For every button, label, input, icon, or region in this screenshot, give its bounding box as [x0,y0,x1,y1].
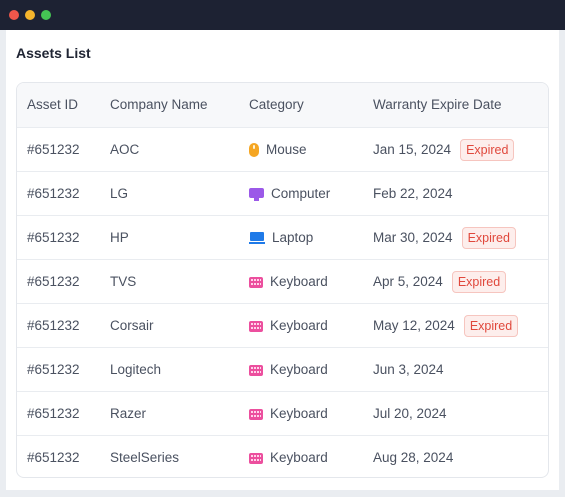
company-name-cell: LG [110,186,129,201]
assets-table: Asset ID Company Name Category Warranty … [16,82,549,478]
table-row[interactable]: #651232 HP Laptop Mar 30, 2024 Expired [17,215,548,259]
company-name-cell: Corsair [110,318,154,333]
table-header-row: Asset ID Company Name Category Warranty … [17,83,548,127]
header-company-name[interactable]: Company Name [110,97,208,112]
company-name-cell: HP [110,230,129,245]
table-row[interactable]: #651232 LG Computer Feb 22, 2024 [17,171,548,215]
mouse-icon [249,143,259,157]
asset-id-cell: #651232 [27,318,80,333]
category-cell: Keyboard [249,348,328,392]
warranty-date-label: Aug 28, 2024 [373,450,454,465]
warranty-date-label: Jan 15, 2024 [373,142,452,157]
warranty-date-cell: Aug 28, 2024 [373,436,454,477]
asset-id-cell: #651232 [27,186,80,201]
category-label: Keyboard [270,318,328,333]
warranty-date-cell: May 12, 2024 Expired [373,304,519,348]
category-label: Mouse [266,142,307,157]
company-name-cell: Logitech [110,362,162,377]
category-cell: Computer [249,172,330,216]
asset-id-cell: #651232 [27,450,80,465]
warranty-date-label: Jul 20, 2024 [373,406,447,421]
company-name-cell: AOC [110,142,140,157]
category-cell: Laptop [249,216,313,260]
category-label: Keyboard [270,362,328,377]
category-label: Computer [271,186,331,201]
minimize-window-button[interactable] [25,10,35,20]
expired-status-badge: Expired [463,315,519,337]
header-warranty-expire-date[interactable]: Warranty Expire Date [373,97,502,112]
company-name-cell: Razer [110,406,147,421]
header-category[interactable]: Category [249,97,304,112]
keyboard-icon [249,364,263,376]
company-name-cell: SteelSeries [110,450,180,465]
table-row[interactable]: #651232 Razer Keyboard Jul 20, 2024 [17,391,548,435]
category-label: Keyboard [270,274,328,289]
warranty-date-cell: Jul 20, 2024 [373,392,447,436]
category-label: Keyboard [270,450,328,465]
maximize-window-button[interactable] [41,10,51,20]
warranty-date-label: Apr 5, 2024 [373,274,443,289]
keyboard-icon [249,320,263,332]
table-row[interactable]: #651232 Logitech Keyboard Jun 3, 2024 [17,347,548,391]
warranty-date-label: May 12, 2024 [373,318,455,333]
warranty-date-label: Jun 3, 2024 [373,362,444,377]
keyboard-icon [249,408,263,420]
category-label: Laptop [272,230,314,245]
warranty-date-cell: Mar 30, 2024 Expired [373,216,516,260]
keyboard-icon [249,452,263,464]
content-area: Assets List Asset ID Company Name Catego… [0,30,565,497]
warranty-date-cell: Feb 22, 2024 [373,172,453,216]
asset-id-cell: #651232 [27,362,80,377]
category-cell: Mouse [249,128,307,172]
table-row[interactable]: #651232 TVS Keyboard Apr 5, 2024 Expired [17,259,548,303]
table-row[interactable]: #651232 AOC Mouse Jan 15, 2024 Expired [17,127,548,171]
company-name-cell: TVS [110,274,137,289]
table-row[interactable]: #651232 Corsair Keyboard May 12, 2024 Expire… [17,303,548,347]
warranty-date-label: Feb 22, 2024 [373,186,453,201]
warranty-date-cell: Apr 5, 2024 Expired [373,260,507,304]
expired-status-badge: Expired [461,227,516,249]
table-row[interactable]: #651232 SteelSeries Keyboard Aug 28, 2024 [17,435,548,477]
keyboard-icon [249,276,263,288]
asset-id-cell: #651232 [27,406,80,421]
category-label: Keyboard [270,406,328,421]
category-cell: Keyboard [249,392,328,436]
asset-id-cell: #651232 [27,142,80,157]
header-asset-id[interactable]: Asset ID [27,97,79,112]
asset-id-cell: #651232 [27,274,80,289]
asset-id-cell: #651232 [27,230,80,245]
category-cell: Keyboard [249,436,328,477]
warranty-date-label: Mar 30, 2024 [373,230,453,245]
title-bar [0,0,565,30]
expired-status-badge: Expired [460,139,515,161]
laptop-icon [249,232,265,244]
expired-status-badge: Expired [451,271,507,293]
warranty-date-cell: Jan 15, 2024 Expired [373,128,515,172]
close-window-button[interactable] [9,10,19,20]
category-cell: Keyboard [249,304,328,348]
warranty-date-cell: Jun 3, 2024 [373,348,444,392]
page-title: Assets List [16,45,91,61]
category-cell: Keyboard [249,260,328,304]
computer-icon [249,187,264,201]
